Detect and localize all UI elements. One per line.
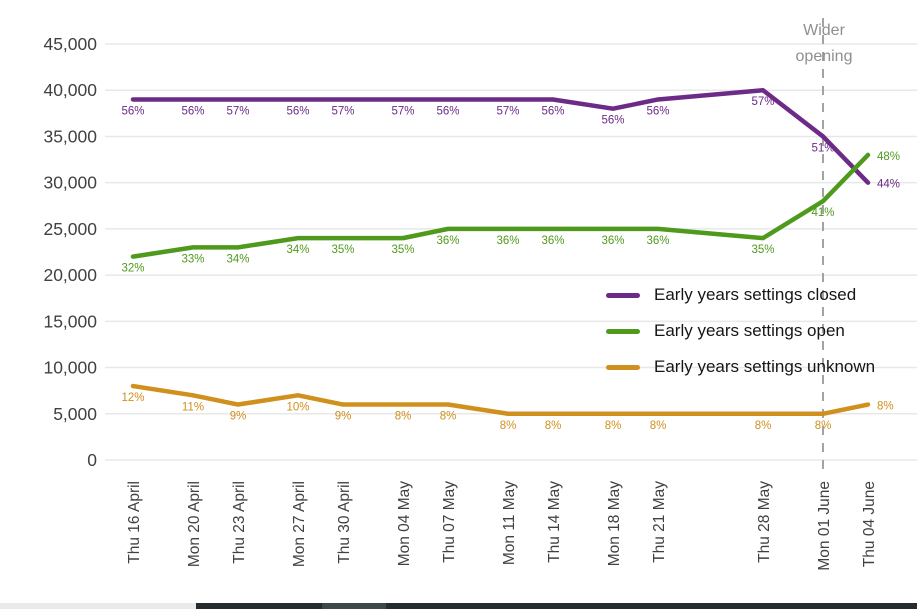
x-axis-tick-label: Thu 14 May	[546, 481, 563, 563]
y-axis-tick-label: 5,000	[53, 404, 97, 424]
y-axis-tick-label: 40,000	[43, 80, 97, 100]
data-label-early-years-settings-unknown: 12%	[121, 392, 144, 404]
data-label-early-years-settings-unknown: 8%	[545, 420, 562, 432]
y-axis-tick-label: 0	[87, 450, 97, 470]
series-line-early-years-settings-open	[130, 152, 871, 259]
data-label-early-years-settings-open: 35%	[331, 244, 354, 256]
y-axis-tick-label: 30,000	[43, 173, 97, 193]
data-label-early-years-settings-closed: 56%	[436, 105, 459, 117]
data-label-early-years-settings-unknown: 11%	[182, 401, 204, 413]
data-label-early-years-settings-open: 36%	[646, 235, 669, 247]
y-axis-tick-label: 15,000	[43, 311, 97, 331]
data-label-early-years-settings-closed: 56%	[601, 115, 624, 127]
data-label-early-years-settings-unknown: 10%	[286, 401, 309, 413]
x-axis-tick-label: Thu 21 May	[651, 481, 668, 563]
x-axis-tick-label: Thu 07 May	[441, 481, 458, 563]
data-label-early-years-settings-unknown: 8%	[815, 420, 832, 432]
data-label-early-years-settings-unknown: 9%	[230, 411, 247, 423]
wider-opening-label: Wider opening	[795, 22, 853, 65]
strip-light-segment	[0, 603, 196, 609]
strip-dark-segment	[196, 603, 917, 609]
data-label-early-years-settings-unknown: 8%	[650, 420, 667, 432]
legend-swatch-unknown	[606, 364, 640, 370]
x-axis-tick-label: Mon 11 May	[501, 481, 518, 565]
y-axis-tick-label: 45,000	[43, 34, 97, 54]
data-label-early-years-settings-unknown: 8%	[440, 411, 457, 423]
data-label-early-years-settings-open: 48%	[877, 151, 900, 163]
data-label-early-years-settings-unknown: 8%	[877, 401, 894, 413]
data-label-early-years-settings-closed: 44%	[877, 179, 900, 191]
data-label-early-years-settings-unknown: 8%	[500, 420, 517, 432]
data-label-early-years-settings-closed: 56%	[541, 105, 564, 117]
x-axis-tick-label: Mon 18 May	[606, 481, 623, 567]
data-label-early-years-settings-closed: 57%	[226, 105, 249, 117]
x-axis-tick-label: Mon 27 April	[291, 481, 308, 567]
series-line-early-years-settings-unknown	[130, 383, 871, 417]
x-axis-tick-label: Mon 01 June	[816, 481, 833, 571]
strip-mid-segment	[322, 603, 386, 609]
y-axis-tick-label: 20,000	[43, 265, 97, 285]
data-label-early-years-settings-closed: 51%	[811, 142, 834, 154]
data-label-early-years-settings-open: 36%	[601, 235, 624, 247]
data-label-early-years-settings-closed: 57%	[391, 105, 414, 117]
x-axis-tick-label: Thu 28 May	[756, 481, 773, 563]
legend-swatch-closed	[606, 292, 640, 298]
data-label-early-years-settings-open: 41%	[811, 207, 834, 219]
legend-item-closed: Early years settings closed	[606, 277, 875, 313]
data-label-early-years-settings-open: 34%	[286, 244, 309, 256]
data-label-early-years-settings-open: 36%	[436, 235, 459, 247]
data-label-early-years-settings-unknown: 8%	[605, 420, 622, 432]
data-label-early-years-settings-open: 33%	[181, 253, 204, 265]
data-label-early-years-settings-open: 34%	[226, 253, 249, 265]
data-label-early-years-settings-closed: 56%	[646, 105, 669, 117]
data-label-early-years-settings-open: 36%	[496, 235, 519, 247]
x-axis-tick-label: Thu 04 June	[861, 481, 878, 567]
data-label-early-years-settings-closed: 56%	[181, 105, 204, 117]
data-label-early-years-settings-closed: 57%	[331, 105, 354, 117]
y-axis-tick-label: 25,000	[43, 219, 97, 239]
data-label-early-years-settings-closed: 57%	[496, 105, 519, 117]
data-label-early-years-settings-open: 35%	[391, 244, 414, 256]
data-label-early-years-settings-closed: 56%	[286, 105, 309, 117]
x-axis-tick-label: Thu 16 April	[126, 481, 143, 564]
legend-label-unknown: Early years settings unknown	[654, 357, 876, 376]
data-label-early-years-settings-closed: 57%	[751, 96, 774, 108]
legend-item-open: Early years settings open	[606, 313, 875, 349]
x-axis-tick-label: Thu 23 April	[231, 481, 248, 564]
data-label-early-years-settings-unknown: 9%	[335, 411, 352, 423]
data-label-early-years-settings-open: 32%	[121, 263, 144, 275]
legend-label-open: Early years settings open	[654, 321, 845, 340]
series-line-early-years-settings-closed	[130, 87, 871, 185]
y-axis-tick-label: 35,000	[43, 126, 97, 146]
x-axis-tick-label: Mon 20 April	[186, 481, 203, 567]
legend-item-unknown: Early years settings unknown	[606, 349, 875, 385]
data-label-early-years-settings-closed: 56%	[121, 105, 144, 117]
data-label-early-years-settings-open: 35%	[751, 244, 774, 256]
chart-legend: Early years settings closed Early years …	[606, 277, 875, 385]
legend-swatch-open	[606, 328, 640, 334]
bottom-strip	[0, 603, 917, 609]
data-label-early-years-settings-unknown: 8%	[395, 411, 412, 423]
data-label-early-years-settings-open: 36%	[541, 235, 564, 247]
x-axis-tick-label: Thu 30 April	[336, 481, 353, 564]
legend-label-closed: Early years settings closed	[654, 285, 857, 304]
x-axis-tick-label: Mon 04 May	[396, 481, 413, 567]
y-axis-tick-label: 10,000	[43, 358, 97, 378]
data-label-early-years-settings-unknown: 8%	[755, 420, 772, 432]
